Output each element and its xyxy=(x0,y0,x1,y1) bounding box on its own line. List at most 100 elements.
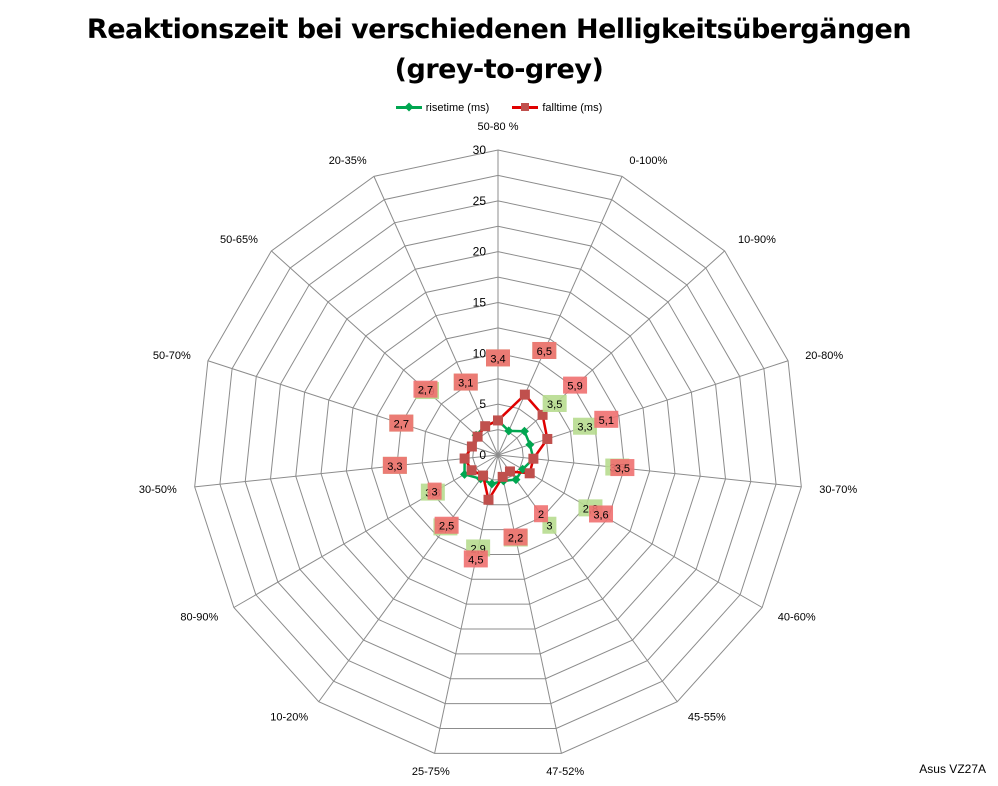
category-label: 30-50% xyxy=(139,484,177,496)
falltime-data-label: 2,2 xyxy=(508,533,523,545)
falltime-data-label-bg xyxy=(453,373,478,391)
grid-ring xyxy=(244,200,752,705)
category-label: 10-90% xyxy=(738,234,776,246)
grid-spoke xyxy=(497,454,678,703)
legend-risetime-line xyxy=(395,102,422,112)
chart-title-line-1: Reaktionszeit bei verschiedenen Helligke… xyxy=(86,14,912,45)
grid-spoke xyxy=(373,176,499,456)
falltime-data-label-bg xyxy=(413,380,438,398)
falltime-data-label-bg xyxy=(486,349,510,367)
category-label: 10-20% xyxy=(270,711,308,723)
falltime-square-marker xyxy=(504,466,515,477)
category-label: 20-80% xyxy=(805,350,843,362)
falltime-data-label-bg xyxy=(610,459,635,477)
grid-ring xyxy=(421,378,575,531)
falltime-square-marker xyxy=(542,433,553,444)
category-label: 0-100% xyxy=(629,155,667,167)
falltime-square-marker xyxy=(519,389,530,400)
falltime-square-marker xyxy=(537,409,548,420)
risetime-data-label: 3 xyxy=(546,521,552,533)
falltime-data-label: 4,5 xyxy=(468,554,483,566)
grid-spoke xyxy=(497,454,763,608)
category-label: 30-70% xyxy=(819,484,857,496)
category-label: 80-90% xyxy=(180,612,218,624)
falltime-square-marker xyxy=(459,453,470,464)
falltime-data-label-bg xyxy=(382,456,407,474)
falltime-data-label: 3,4 xyxy=(490,353,505,365)
grid-ring xyxy=(446,403,550,506)
falltime-square-marker xyxy=(472,431,483,442)
grid-ring xyxy=(396,352,600,555)
grid-ring xyxy=(345,301,651,605)
risetime-data-label-bg xyxy=(573,417,598,435)
falltime-square-marker xyxy=(497,471,508,482)
falltime-data-label: 2,5 xyxy=(439,521,454,533)
falltime-data-label-bg xyxy=(503,528,528,546)
falltime-data-label: 2,7 xyxy=(418,385,433,397)
category-label: 40-60% xyxy=(778,612,816,624)
falltime-square-marker xyxy=(466,465,477,476)
falltime-data-label: 3,1 xyxy=(458,378,473,390)
falltime-data-label: 2 xyxy=(538,509,544,521)
radial-tick-label: 30 xyxy=(473,143,487,157)
grid-spoke xyxy=(497,454,802,488)
falltime-square-marker xyxy=(483,494,494,505)
falltime-data-label-bg xyxy=(463,550,488,568)
grid-spoke xyxy=(497,176,623,456)
grid-spoke xyxy=(194,454,499,488)
falltime-square-marker xyxy=(478,470,489,481)
category-label: 50-80 % xyxy=(478,121,519,133)
legend-item-risetime: risetime (ms) xyxy=(395,101,490,114)
falltime-data-label: 6,5 xyxy=(537,346,552,358)
risetime-diamond-marker xyxy=(504,426,514,436)
radial-tick-label: 0 xyxy=(479,448,486,462)
legend-falltime-label: falltime (ms) xyxy=(542,101,603,114)
category-label: 20-35% xyxy=(329,155,367,167)
grid-ring xyxy=(269,225,727,680)
falltime-data-label-bg xyxy=(389,414,414,432)
falltime-data-label-bg xyxy=(427,482,442,500)
risetime-data-label-bg xyxy=(542,394,567,412)
risetime-diamond-marker xyxy=(519,426,529,436)
grid-spoke xyxy=(497,454,562,754)
grid-spoke xyxy=(497,360,789,456)
falltime-data-label-bg xyxy=(434,516,459,534)
grid-ring xyxy=(295,251,701,655)
chart-title: Reaktionszeit bei verschiedenen Helligke… xyxy=(0,10,998,90)
category-label: 50-65% xyxy=(220,234,258,246)
grid-ring xyxy=(219,174,777,729)
falltime-data-label: 5,9 xyxy=(567,381,582,393)
risetime-diamond-marker xyxy=(525,440,535,450)
category-label: 45-55% xyxy=(688,711,726,723)
grid-ring xyxy=(320,276,676,630)
risetime-diamond-marker xyxy=(487,479,497,489)
category-label: 47-52% xyxy=(546,766,584,778)
falltime-square-marker xyxy=(466,441,477,452)
falltime-data-label: 3,6 xyxy=(593,509,608,521)
category-label: 50-70% xyxy=(153,350,191,362)
falltime-data-label-bg xyxy=(594,410,619,428)
chart-title-line-2: (grey-to-grey) xyxy=(394,54,604,85)
falltime-data-label: 2,7 xyxy=(394,419,409,431)
risetime-data-label: 3,3 xyxy=(577,422,592,434)
falltime-data-label: 3,3 xyxy=(387,461,402,473)
falltime-data-label-bg xyxy=(532,341,557,359)
legend-risetime-label: risetime (ms) xyxy=(425,101,490,114)
grid-ring xyxy=(371,327,625,580)
radial-tick-label: 20 xyxy=(473,245,487,259)
radial-tick-label: 10 xyxy=(473,346,487,360)
falltime-data-label-bg xyxy=(589,505,614,523)
falltime-data-label-bg xyxy=(534,505,549,523)
monitor-model-label: Asus VZ27A xyxy=(919,762,986,776)
grid-spoke xyxy=(318,454,499,703)
risetime-diamond-marker xyxy=(511,475,521,485)
legend-falltime-line xyxy=(512,103,539,111)
falltime-data-label: 3,5 xyxy=(615,463,630,475)
falltime-square-marker xyxy=(524,468,535,479)
radial-tick-label: 15 xyxy=(473,296,487,310)
falltime-data-label: 3 xyxy=(432,487,438,499)
grid-spoke xyxy=(233,454,499,608)
falltime-data-label: 5,1 xyxy=(599,415,614,427)
legend-falltime-square-marker xyxy=(521,103,530,111)
